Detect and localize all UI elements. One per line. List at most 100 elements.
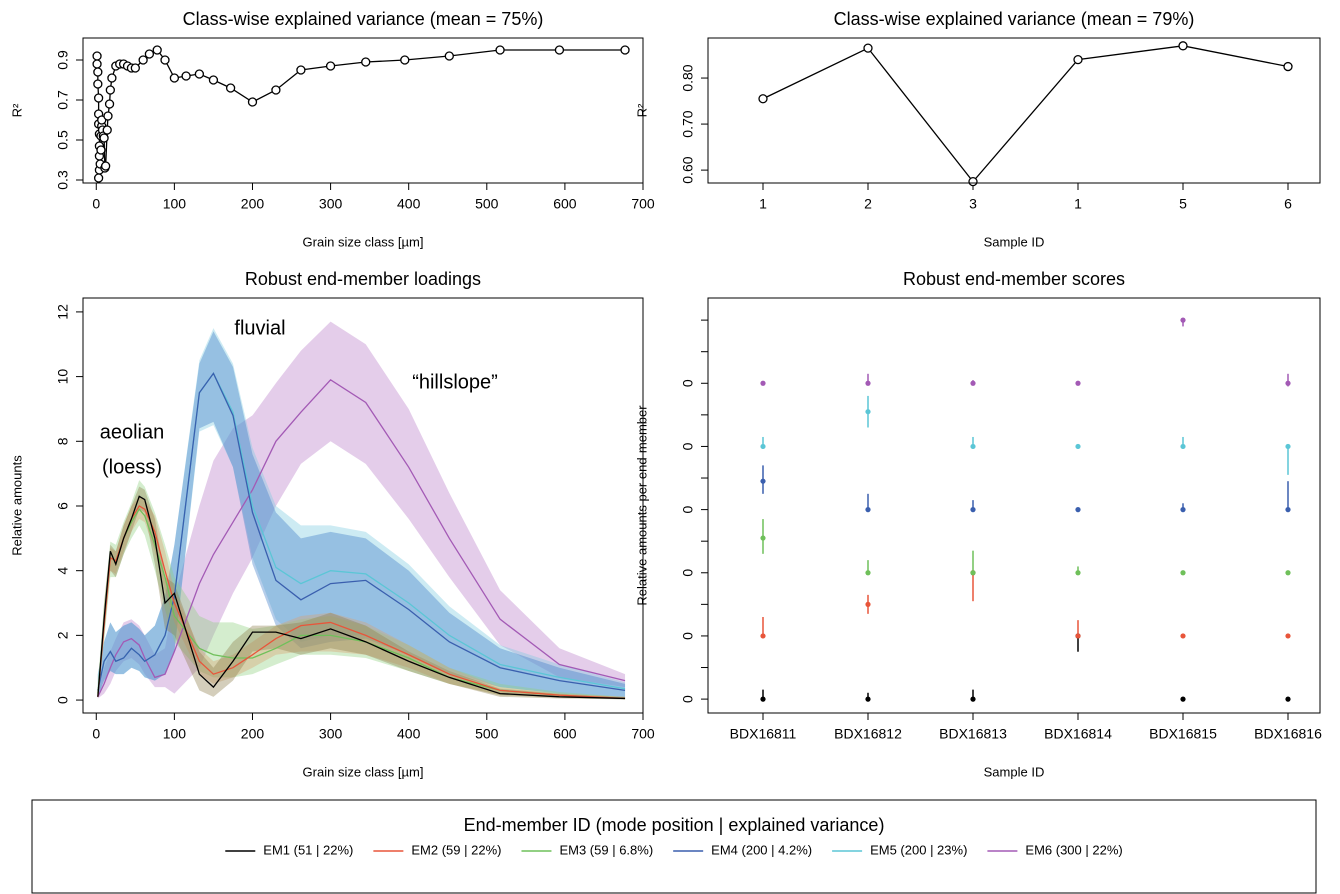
y-tick-label: 6	[55, 502, 71, 510]
y-tick-label: 12	[55, 304, 71, 320]
y-tick-label: 0	[55, 696, 71, 704]
x-tick-label: BDX16814	[1044, 726, 1112, 742]
plot-frame	[707, 297, 1321, 714]
panel-title: Class-wise explained variance (mean = 75…	[183, 9, 544, 29]
y-tick-label: 2	[55, 631, 71, 639]
x-axis-title: Grain size class [µm]	[303, 764, 424, 779]
y-axis-title: Relative amounts per end-member	[634, 405, 649, 606]
point	[1075, 380, 1081, 386]
annotation: (loess)	[102, 456, 162, 478]
y-axis-title: R²	[634, 103, 649, 117]
point	[970, 443, 976, 450]
plot-area	[760, 317, 1291, 702]
point	[1180, 317, 1186, 323]
point	[93, 67, 103, 77]
panel: Class-wise explained variance (mean = 79…	[634, 9, 1321, 249]
point	[325, 61, 336, 71]
x-tick-label: 600	[553, 196, 577, 212]
point	[93, 79, 103, 89]
legend-label: EM2 (59 | 22%)	[411, 842, 501, 857]
line	[97, 372, 626, 692]
point	[96, 145, 106, 155]
x-tick-label: 3	[969, 196, 977, 212]
x-tick-label: 500	[475, 196, 499, 212]
x-tick-label: 700	[631, 726, 655, 742]
y-tick-label: 0.7	[55, 90, 71, 110]
legend-label: EM3 (59 | 6.8%)	[559, 842, 653, 857]
legend-label: EM6 (300 | 22%)	[1025, 842, 1122, 857]
line	[96, 49, 626, 179]
plot-area	[97, 321, 626, 700]
point	[1180, 696, 1186, 702]
x-tick-label: 400	[397, 726, 421, 742]
point	[160, 55, 170, 65]
point	[760, 478, 766, 484]
y-tick-label: 0	[680, 695, 696, 703]
point	[760, 535, 766, 541]
y-tick-label: 10	[55, 369, 71, 385]
point	[970, 507, 976, 513]
point	[1178, 41, 1188, 51]
y-tick-label: 0	[680, 442, 696, 450]
point	[271, 85, 281, 95]
plot-frame	[82, 297, 644, 714]
panel: Robust end-member loadings Grain size cla…	[9, 269, 654, 780]
band	[97, 321, 626, 699]
point	[296, 65, 306, 75]
point	[93, 173, 104, 183]
point	[130, 63, 140, 73]
point	[444, 51, 454, 61]
point	[105, 85, 115, 95]
point	[1075, 570, 1081, 576]
point	[760, 696, 766, 702]
legend: EM1 (51 | 22%) EM2 (59 | 22%) EM3 (59 | 6.…	[225, 842, 1123, 857]
y-tick-label: 0.9	[55, 50, 71, 70]
point	[760, 633, 766, 639]
panel-title: Robust end-member scores	[903, 269, 1125, 289]
y-tick-label: 4	[55, 567, 71, 575]
x-tick-label: 0	[92, 196, 100, 212]
point	[99, 133, 109, 143]
y-tick-label: 0.60	[680, 156, 696, 183]
y-tick-label: 0.80	[680, 64, 696, 91]
point	[1180, 443, 1186, 450]
y-tick-label: 0.70	[680, 110, 696, 137]
x-tick-label: 1	[759, 196, 767, 212]
panel: Robust end-member scores Sample ID Relativ…	[634, 269, 1322, 780]
x-tick-label: 2	[864, 196, 872, 212]
point	[865, 601, 871, 607]
point	[1075, 443, 1081, 450]
legend-label: EM1 (51 | 22%)	[263, 842, 353, 857]
point	[144, 49, 155, 59]
x-tick-label: 500	[475, 726, 499, 742]
x-tick-label: BDX16815	[1149, 726, 1217, 742]
point	[554, 45, 565, 55]
point	[104, 99, 115, 109]
point	[1285, 633, 1291, 639]
y-tick-label: 0	[680, 379, 696, 387]
y-tick-label: 0.3	[55, 170, 71, 190]
point	[247, 97, 258, 107]
plot-frame	[82, 37, 644, 184]
point	[152, 45, 162, 55]
x-axis-title: Sample ID	[984, 234, 1045, 249]
point	[865, 570, 871, 576]
annotation: “hillslope”	[412, 371, 498, 393]
point	[92, 51, 102, 61]
panel-title: Robust end-member loadings	[245, 269, 481, 289]
point	[865, 380, 871, 386]
point	[103, 111, 113, 121]
point	[93, 93, 104, 103]
x-tick-label: BDX16811	[730, 726, 797, 742]
point	[1283, 61, 1293, 72]
point	[107, 73, 117, 83]
line	[762, 45, 1289, 183]
x-tick-label: 100	[163, 196, 187, 212]
x-tick-label: BDX16812	[834, 726, 902, 742]
line	[97, 378, 626, 698]
point	[1285, 570, 1291, 576]
point	[181, 71, 191, 81]
legend-title: End-member ID (mode position | explained…	[464, 815, 885, 835]
point	[208, 75, 219, 85]
